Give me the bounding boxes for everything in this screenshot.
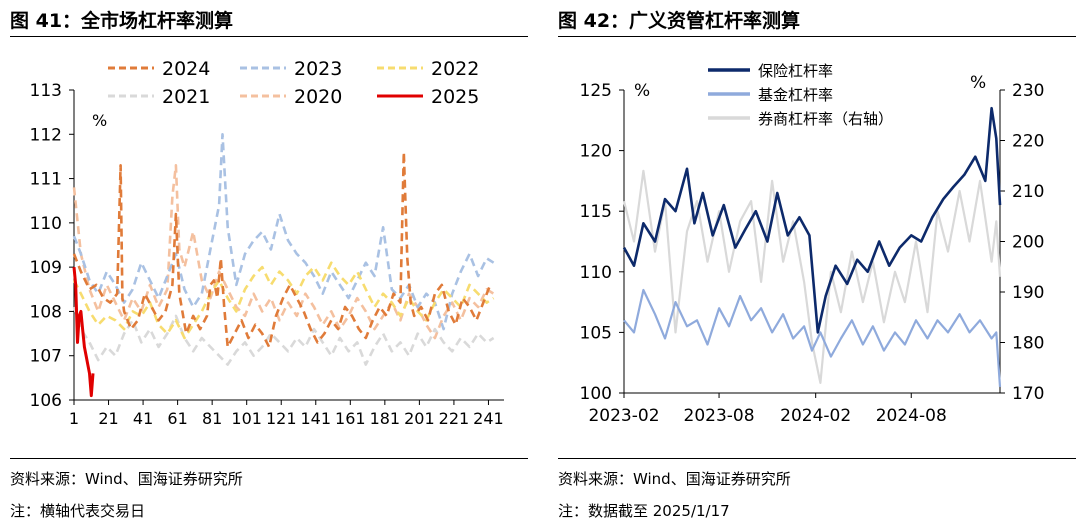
right-left-unit-label: % (634, 81, 650, 101)
left-y-tick-label: 111 (30, 170, 62, 190)
right-left-tick-label: 100 (580, 384, 612, 404)
left-y-tick-label: 110 (30, 214, 62, 234)
left-x-tick-label: 121 (266, 409, 297, 428)
right-left-tick-label: 110 (580, 263, 612, 283)
left-x-tick-label: 141 (300, 409, 331, 428)
right-chart-panel: 图 42：广义资管杠杆率测算 100 105 110 115 120 125 170 180 1… (558, 0, 1078, 528)
left-legend-label: 2021 (162, 86, 210, 108)
left-chart-panel: 图 41：全市场杠杆率测算 106 107 108 109 110 111 112 113 1 2… (10, 0, 530, 528)
right-chart-svg: 100 105 110 115 120 125 170 180 190 200 210 220 230 2… (580, 62, 1045, 426)
left-bottom-rule (10, 458, 528, 459)
left-legend-label: 2025 (431, 86, 479, 108)
right-right-tick-label: 220 (1012, 132, 1044, 152)
right-legend-label: 保险杠杆率 (758, 62, 833, 80)
left-legend: 2024 2023 2022 2021 2020 2025 (108, 58, 479, 108)
right-series-line-基金杠杆率 (623, 288, 1002, 387)
left-series-line-2025 (72, 266, 95, 398)
left-axis-note: 注：横轴代表交易日 (10, 502, 146, 520)
left-y-unit-label: % (92, 111, 107, 130)
right-source-note: 资料来源：Wind、国海证券研究所 (558, 470, 791, 488)
left-y-tick-label: 108 (30, 302, 62, 322)
right-right-tick-label: 230 (1012, 81, 1044, 101)
right-chart-title: 图 42：广义资管杠杆率测算 (558, 10, 801, 32)
right-left-tick-label: 115 (580, 202, 612, 222)
right-x-tick-label: 2024-08 (876, 406, 947, 426)
right-right-tick-label: 180 (1012, 334, 1044, 354)
right-right-tick-label: 210 (1012, 182, 1044, 202)
left-series-line-2022 (72, 261, 495, 340)
left-series-line-2021 (72, 306, 495, 366)
right-top-rule (558, 36, 1076, 37)
left-series-line-2023 (72, 133, 495, 331)
right-x-tick-label: 2023-08 (684, 406, 755, 426)
left-y-tick-label: 107 (30, 347, 62, 367)
left-legend-label: 2020 (294, 86, 342, 108)
left-legend-label: 2024 (162, 58, 210, 80)
right-left-tick-label: 105 (580, 323, 612, 343)
right-series-line-保险杠杆率 (622, 106, 1002, 334)
right-legend-label: 基金杠杆率 (758, 86, 833, 104)
left-y-tick-label: 106 (30, 391, 62, 411)
left-source-note: 资料来源：Wind、国海证券研究所 (10, 470, 243, 488)
left-x-tick-label: 161 (335, 409, 366, 428)
right-right-unit-label: % (970, 73, 986, 93)
right-legend-label: 券商杠杆率（右轴） (758, 110, 893, 128)
right-series-line-券商杠杆率（右轴） (622, 169, 1002, 384)
left-x-tick-label: 81 (202, 409, 222, 428)
right-bottom-rule (558, 458, 1076, 459)
left-y-tick-label: 113 (30, 81, 62, 101)
left-legend-label: 2023 (294, 58, 342, 80)
right-left-tick-label: 120 (580, 142, 612, 162)
right-x-tick-label: 2024-02 (780, 406, 851, 426)
right-right-tick-label: 170 (1012, 384, 1044, 404)
left-y-tick-label: 112 (30, 125, 62, 145)
right-x-tick-label: 2023-02 (588, 406, 659, 426)
left-series-line-2024 (72, 150, 492, 349)
left-legend-label: 2022 (431, 58, 479, 80)
left-x-tick-label: 201 (404, 409, 435, 428)
right-left-tick-label: 125 (580, 81, 612, 101)
right-right-tick-label: 200 (1012, 233, 1044, 253)
left-x-tick-label: 1 (69, 409, 79, 428)
left-top-rule (10, 36, 528, 37)
left-chart-title: 图 41：全市场杠杆率测算 (10, 10, 234, 32)
right-cutoff-note: 注：数据截至 2025/1/17 (558, 502, 730, 520)
left-x-tick-label: 221 (439, 409, 470, 428)
left-x-tick-label: 21 (98, 409, 118, 428)
left-x-tick-label: 241 (473, 409, 504, 428)
left-y-tick-label: 109 (30, 258, 62, 278)
right-right-tick-label: 190 (1012, 283, 1044, 303)
left-x-tick-label: 41 (133, 409, 153, 428)
left-x-tick-label: 61 (167, 409, 187, 428)
left-x-tick-label: 101 (231, 409, 262, 428)
left-x-tick-label: 181 (370, 409, 401, 428)
